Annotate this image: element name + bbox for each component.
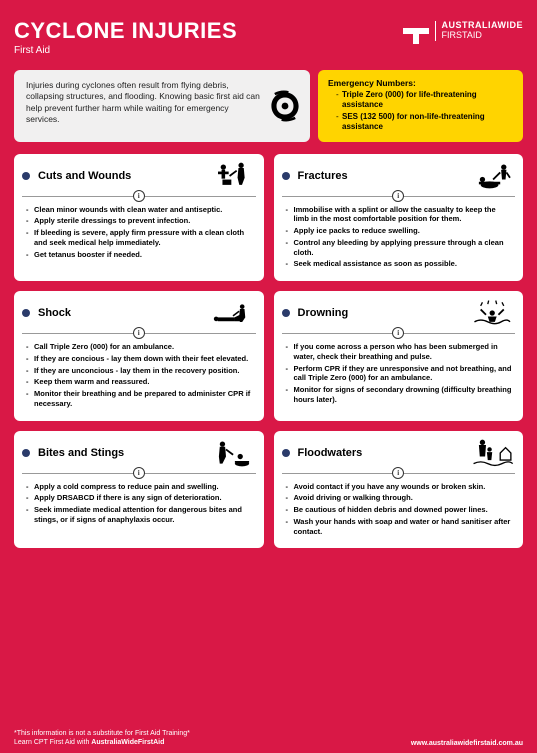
card-body: Call Triple Zero (000) for an ambulance.…: [14, 334, 264, 415]
card: Cuts and Wounds Clean minor wounds with …: [14, 154, 264, 282]
card-item: Avoid driving or walking through.: [284, 493, 514, 503]
intro-box: Injuries during cyclones often result fr…: [14, 70, 310, 142]
card-header: Floodwaters: [274, 431, 524, 471]
footer-url: www.australiawidefirstaid.com.au: [411, 740, 523, 747]
card-item: Clean minor wounds with clean water and …: [24, 205, 254, 215]
card-item: Monitor for signs of secondary drowning …: [284, 385, 514, 405]
bites-icon: [210, 437, 256, 469]
card-header: Cuts and Wounds: [14, 154, 264, 194]
card-divider: [282, 473, 516, 474]
card-divider: [282, 196, 516, 197]
card-title: Drowning: [298, 307, 462, 319]
card-divider: [22, 196, 256, 197]
card-divider: [22, 473, 256, 474]
card-item: Seek immediate medical attention for dan…: [24, 505, 254, 525]
card-title: Bites and Stings: [38, 447, 202, 459]
card-body: If you come across a person who has been…: [274, 334, 524, 411]
card: Floodwaters Avoid contact if you have an…: [274, 431, 524, 549]
card-body: Avoid contact if you have any wounds or …: [274, 474, 524, 543]
footer-left: *This information is not a substitute fo…: [14, 729, 190, 747]
card-item: Seek medical assistance as soon as possi…: [284, 259, 514, 269]
card-item: Control any bleeding by applying pressur…: [284, 238, 514, 258]
cyclone-icon: [268, 89, 302, 123]
card-title: Cuts and Wounds: [38, 170, 202, 182]
card-item: If they are unconcious - lay them in the…: [24, 366, 254, 376]
card-item: Get tetanus booster if needed.: [24, 250, 254, 260]
emergency-item: Triple Zero (000) for life-threatening a…: [336, 90, 513, 111]
wound-icon: [210, 160, 256, 192]
card-item: Apply a cold compress to reduce pain and…: [24, 482, 254, 492]
logo-line2: FIRSTAID: [442, 31, 524, 41]
footer-disclaimer: *This information is not a substitute fo…: [14, 729, 190, 738]
drowning-icon: [469, 297, 515, 329]
cards-grid: Cuts and Wounds Clean minor wounds with …: [14, 154, 523, 549]
emergency-box: Emergency Numbers: Triple Zero (000) for…: [318, 70, 523, 142]
bullet-icon: [282, 172, 290, 180]
card-item: If bleeding is severe, apply firm pressu…: [24, 228, 254, 248]
shock-icon: [210, 297, 256, 329]
card-item: Be cautious of hidden debris and downed …: [284, 505, 514, 515]
header: CYCLONE INJURIES First Aid AUSTRALIAWIDE…: [14, 18, 523, 56]
card: Fractures Immobilise with a splint or al…: [274, 154, 524, 282]
card-item: Call Triple Zero (000) for an ambulance.: [24, 342, 254, 352]
card-header: Fractures: [274, 154, 524, 194]
card-header: Bites and Stings: [14, 431, 264, 471]
bullet-icon: [282, 309, 290, 317]
header-left: CYCLONE INJURIES First Aid: [14, 18, 237, 56]
card-title: Fractures: [298, 170, 462, 182]
logo-text: AUSTRALIAWIDE FIRSTAID: [435, 21, 524, 41]
card-divider: [282, 333, 516, 334]
card-item: If they are concious - lay them down wit…: [24, 354, 254, 364]
bullet-icon: [22, 309, 30, 317]
card-title: Floodwaters: [298, 447, 462, 459]
card-item: If you come across a person who has been…: [284, 342, 514, 362]
card-item: Wash your hands with soap and water or h…: [284, 517, 514, 537]
footer-learn: Learn CPT First Aid with AustraliaWideFi…: [14, 738, 190, 747]
bullet-icon: [22, 449, 30, 457]
brand-logo: AUSTRALIAWIDE FIRSTAID: [403, 18, 524, 44]
flood-icon: [469, 437, 515, 469]
cross-icon: [403, 18, 429, 44]
emergency-list: Triple Zero (000) for life-threatening a…: [328, 90, 513, 133]
card-header: Drowning: [274, 291, 524, 331]
page-title: CYCLONE INJURIES: [14, 18, 237, 44]
card-item: Apply ice packs to reduce swelling.: [284, 226, 514, 236]
card-body: Apply a cold compress to reduce pain and…: [14, 474, 264, 531]
fracture-icon: [469, 160, 515, 192]
card: Bites and Stings Apply a cold compress t…: [14, 431, 264, 549]
footer: *This information is not a substitute fo…: [14, 729, 523, 747]
card-item: Immobilise with a splint or allow the ca…: [284, 205, 514, 225]
emergency-title: Emergency Numbers:: [328, 78, 513, 88]
card: Shock Call Triple Zero (000) for an ambu…: [14, 291, 264, 421]
card-item: Apply sterile dressings to prevent infec…: [24, 216, 254, 226]
card-body: Immobilise with a splint or allow the ca…: [274, 197, 524, 276]
card-header: Shock: [14, 291, 264, 331]
intro-row: Injuries during cyclones often result fr…: [14, 70, 523, 142]
page-subtitle: First Aid: [14, 45, 237, 56]
card-item: Perform CPR if they are unresponsive and…: [284, 364, 514, 384]
card-item: Avoid contact if you have any wounds or …: [284, 482, 514, 492]
card-item: Monitor their breathing and be prepared …: [24, 389, 254, 409]
card-item: Apply DRSABCD if there is any sign of de…: [24, 493, 254, 503]
emergency-item: SES (132 500) for non-life-threatening a…: [336, 112, 513, 133]
card-body: Clean minor wounds with clean water and …: [14, 197, 264, 266]
bullet-icon: [22, 172, 30, 180]
card: Drowning If you come across a person who…: [274, 291, 524, 421]
card-title: Shock: [38, 307, 202, 319]
card-divider: [22, 333, 256, 334]
card-item: Keep them warm and reassured.: [24, 377, 254, 387]
intro-text: Injuries during cyclones often result fr…: [26, 80, 260, 124]
bullet-icon: [282, 449, 290, 457]
